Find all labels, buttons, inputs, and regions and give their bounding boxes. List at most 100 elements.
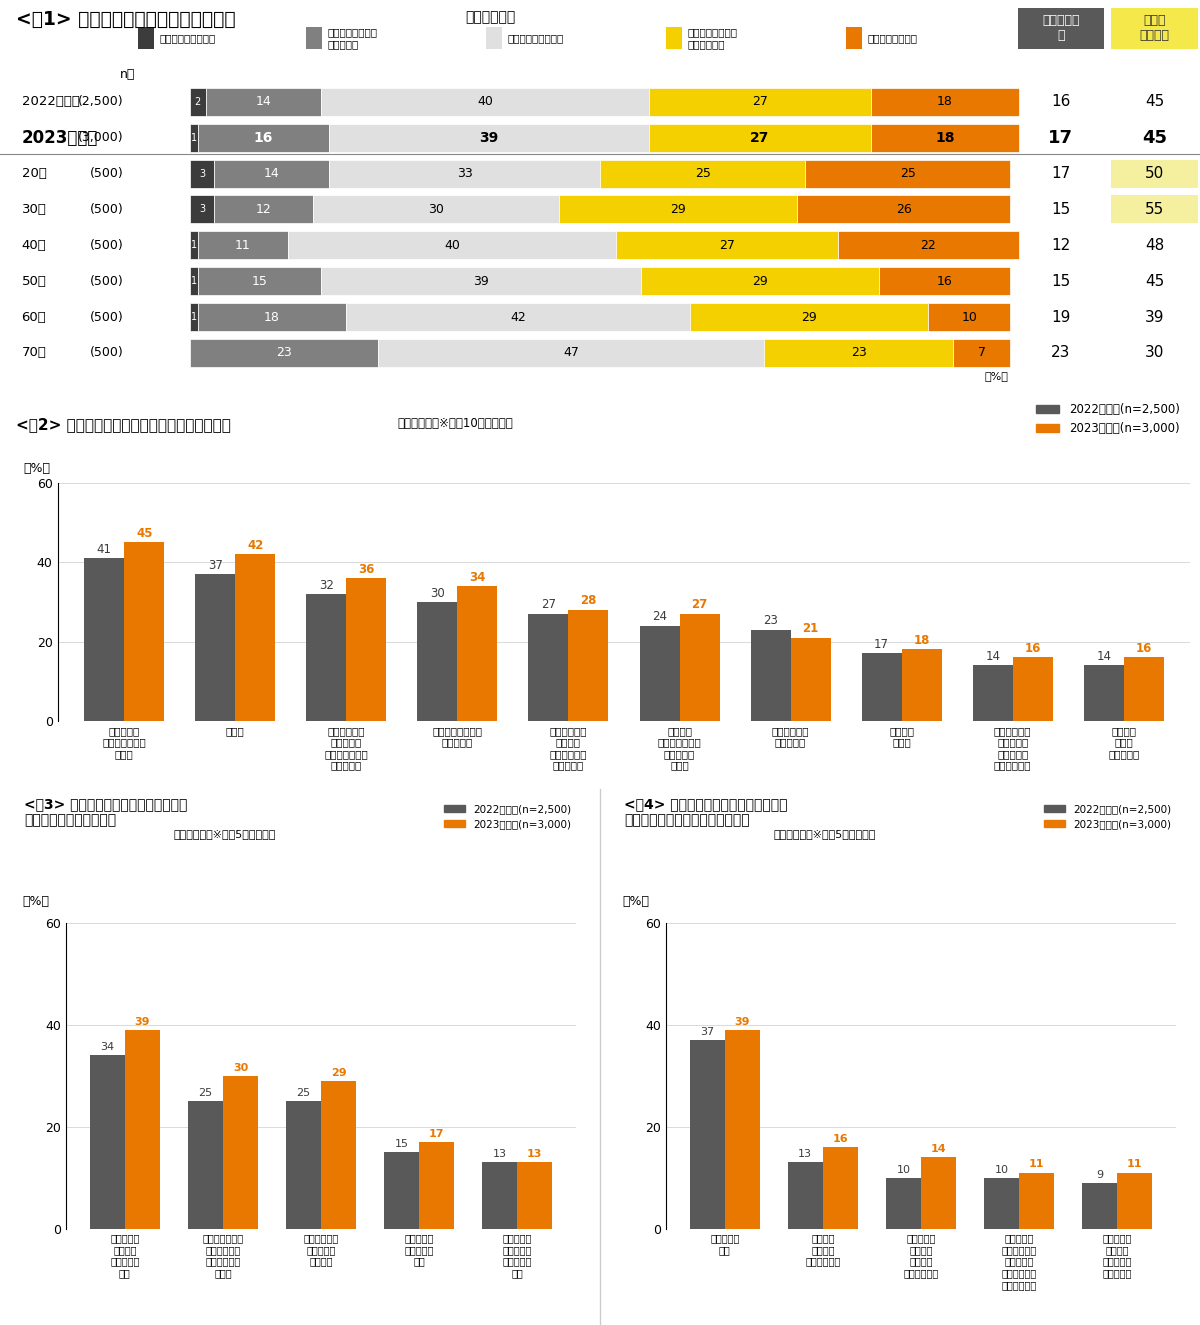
FancyBboxPatch shape xyxy=(929,303,1010,331)
Bar xyxy=(90,1056,125,1228)
Y-axis label: （%）: （%） xyxy=(622,896,649,908)
FancyBboxPatch shape xyxy=(600,159,805,188)
FancyBboxPatch shape xyxy=(346,303,690,331)
Text: 60代: 60代 xyxy=(22,310,47,323)
Text: 15: 15 xyxy=(252,274,268,288)
Text: 11: 11 xyxy=(1028,1159,1044,1170)
FancyBboxPatch shape xyxy=(190,195,215,224)
Text: 25: 25 xyxy=(900,167,916,180)
Text: (500): (500) xyxy=(90,238,124,252)
Text: 50: 50 xyxy=(1145,166,1164,182)
Text: 32: 32 xyxy=(319,579,334,592)
Text: 39: 39 xyxy=(1145,310,1164,325)
Text: 21: 21 xyxy=(803,623,818,635)
Text: 70代: 70代 xyxy=(22,346,47,359)
Text: 17: 17 xyxy=(1049,129,1073,147)
Text: 40代: 40代 xyxy=(22,238,47,252)
FancyBboxPatch shape xyxy=(190,159,215,188)
Bar xyxy=(419,1142,455,1228)
Text: 15: 15 xyxy=(395,1140,408,1149)
FancyBboxPatch shape xyxy=(1111,8,1198,49)
Bar xyxy=(286,1101,322,1228)
Bar xyxy=(679,613,720,721)
Text: (500): (500) xyxy=(90,203,124,216)
Text: 27: 27 xyxy=(750,131,769,144)
FancyBboxPatch shape xyxy=(215,159,329,188)
FancyBboxPatch shape xyxy=(313,195,559,224)
Text: しっかりできている: しっかりできている xyxy=(160,33,216,42)
Text: 17: 17 xyxy=(874,639,889,651)
Bar xyxy=(517,1162,552,1228)
Bar xyxy=(862,653,901,721)
Bar xyxy=(901,649,942,721)
Text: <図2> 家庭で実施している防災対策／物の備え: <図2> 家庭で実施している防災対策／物の備え xyxy=(16,417,230,432)
Text: (500): (500) xyxy=(90,346,124,359)
Bar xyxy=(569,610,608,721)
Text: どちらかといえば
できている: どちらかといえば できている xyxy=(328,28,378,49)
Bar xyxy=(322,1081,356,1228)
Text: 30代: 30代 xyxy=(22,203,47,216)
Text: 全くできていない: 全くできていない xyxy=(868,33,918,42)
Text: n＝: n＝ xyxy=(120,69,136,81)
Text: <図1> 自然災害に対する家庭内の備え: <図1> 自然災害に対する家庭内の備え xyxy=(16,9,235,29)
Text: (500): (500) xyxy=(90,310,124,323)
Text: 16: 16 xyxy=(253,131,274,144)
Text: 45: 45 xyxy=(136,527,152,541)
FancyBboxPatch shape xyxy=(190,87,206,115)
Bar xyxy=(125,542,164,721)
Text: 13: 13 xyxy=(798,1149,812,1159)
Text: 17: 17 xyxy=(1051,166,1070,182)
Text: 14: 14 xyxy=(264,167,280,180)
Text: 30: 30 xyxy=(1145,346,1164,360)
Text: 24: 24 xyxy=(652,611,667,623)
Text: （複数回答）※上位5項目を抜粋: （複数回答）※上位5項目を抜粋 xyxy=(174,829,276,839)
FancyBboxPatch shape xyxy=(871,123,1019,151)
Text: 29: 29 xyxy=(752,274,768,288)
FancyBboxPatch shape xyxy=(649,123,871,151)
Bar xyxy=(787,1162,823,1228)
Text: 15: 15 xyxy=(1051,274,1070,289)
Text: 29: 29 xyxy=(670,203,686,216)
Bar xyxy=(306,594,347,721)
FancyBboxPatch shape xyxy=(190,123,198,151)
Text: 15: 15 xyxy=(1051,201,1070,217)
Text: 16: 16 xyxy=(1025,643,1040,655)
Text: 27: 27 xyxy=(752,95,768,109)
Text: 2023年全体: 2023年全体 xyxy=(22,129,98,147)
Text: 17: 17 xyxy=(428,1129,444,1139)
Text: 29: 29 xyxy=(331,1068,347,1077)
FancyBboxPatch shape xyxy=(190,339,378,367)
Bar xyxy=(640,625,679,721)
Text: (500): (500) xyxy=(90,274,124,288)
FancyBboxPatch shape xyxy=(846,28,862,49)
Text: (2,500): (2,500) xyxy=(78,95,124,109)
Text: 37: 37 xyxy=(700,1027,714,1037)
Bar xyxy=(886,1178,922,1228)
Bar xyxy=(235,554,275,721)
Bar xyxy=(196,574,235,721)
FancyBboxPatch shape xyxy=(805,159,1010,188)
FancyBboxPatch shape xyxy=(1018,8,1104,49)
FancyBboxPatch shape xyxy=(190,268,198,295)
FancyBboxPatch shape xyxy=(198,232,288,260)
Text: 27: 27 xyxy=(541,599,556,611)
Bar xyxy=(384,1153,419,1228)
Bar xyxy=(84,558,125,721)
Text: できている
計: できている 計 xyxy=(1042,15,1080,42)
Text: <図3> 家庭で実施している防災対策／
　　　室内・室外の備え: <図3> 家庭で実施している防災対策／ 室内・室外の備え xyxy=(24,798,187,827)
Bar xyxy=(347,578,386,721)
FancyBboxPatch shape xyxy=(320,268,641,295)
Text: 20代: 20代 xyxy=(22,167,47,180)
FancyBboxPatch shape xyxy=(215,195,313,224)
FancyBboxPatch shape xyxy=(288,232,617,260)
Text: 36: 36 xyxy=(358,563,374,576)
Text: 39: 39 xyxy=(473,274,488,288)
Text: 13: 13 xyxy=(492,1149,506,1159)
FancyBboxPatch shape xyxy=(690,303,929,331)
Text: <図4> 家庭で実施している防災対策／
　　　コミュニケーションの備え: <図4> 家庭で実施している防災対策／ コミュニケーションの備え xyxy=(624,798,787,827)
Text: 22: 22 xyxy=(920,238,936,252)
FancyBboxPatch shape xyxy=(306,28,322,49)
FancyBboxPatch shape xyxy=(797,195,1010,224)
Text: 27: 27 xyxy=(719,238,736,252)
Text: 7: 7 xyxy=(978,346,985,359)
